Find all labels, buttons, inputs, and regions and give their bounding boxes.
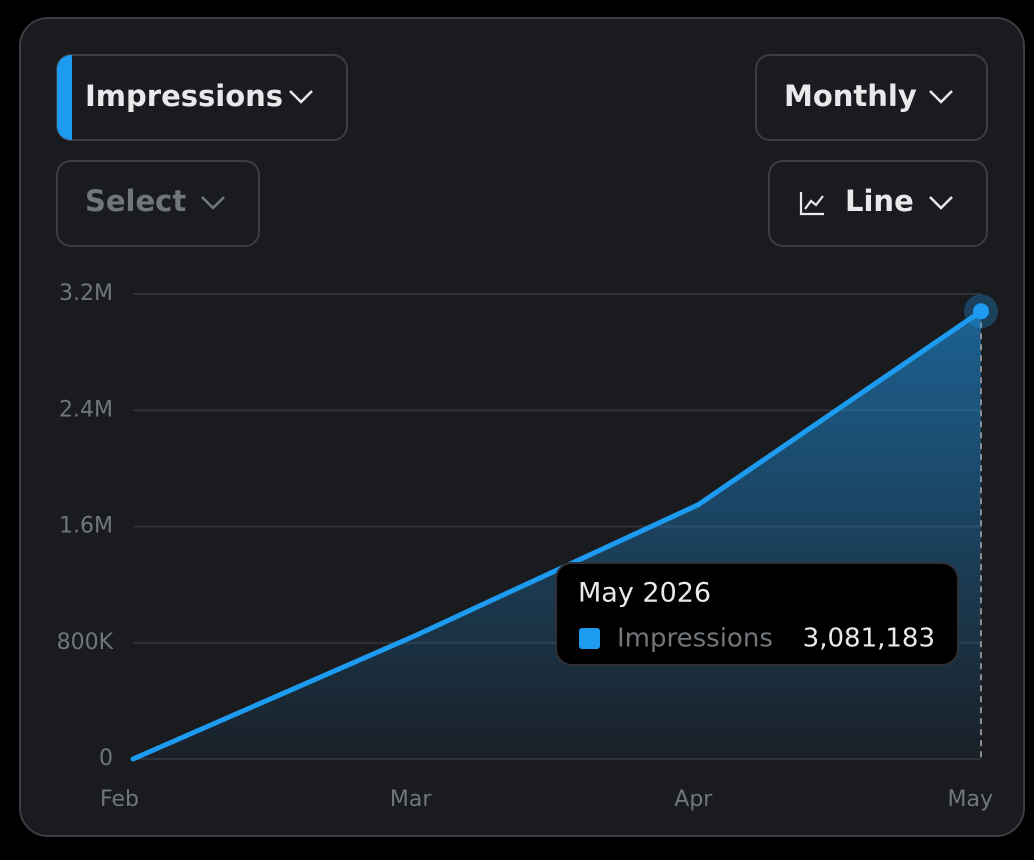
tooltip: May 2026 Impressions 3,081,183: [555, 562, 959, 666]
chart-type-dropdown[interactable]: Line: [768, 160, 988, 247]
dropdown-label: Select: [85, 184, 186, 218]
y-tick-label: 2.4M: [59, 397, 113, 422]
x-tick-label: Apr: [674, 787, 713, 812]
dropdown-box: [56, 160, 260, 247]
dropdown-box: [755, 54, 988, 141]
x-tick-label: Feb: [100, 787, 139, 812]
chevron: [929, 196, 953, 210]
line-chart-icon: [799, 192, 824, 216]
metric-dropdown[interactable]: Impressions: [56, 54, 348, 141]
line: [130, 308, 984, 762]
chevron: [289, 90, 313, 104]
y-tick-label: 0: [99, 746, 113, 771]
chevron: [929, 90, 953, 104]
tooltip-box: [555, 562, 959, 666]
y-tick-label: 800K: [57, 630, 114, 655]
dropdown-label: Line: [845, 184, 914, 218]
tooltip-title: May 2026: [578, 578, 711, 609]
dropdown-label: Monthly: [784, 79, 917, 113]
y-tick-label: 1.6M: [59, 514, 113, 539]
dropdown-box: [768, 160, 988, 247]
tooltip-swatch: [579, 628, 600, 649]
x-tick-label: May: [948, 787, 993, 812]
filter-dropdown[interactable]: Select: [56, 160, 260, 247]
x-tick-label: Mar: [390, 787, 432, 812]
tooltip-value: 3,081,183: [803, 624, 935, 654]
period-dropdown[interactable]: Monthly: [755, 54, 988, 141]
y-tick-label: 3.2M: [59, 281, 113, 306]
chevron: [201, 196, 225, 210]
metric-color-bar: [57, 55, 72, 140]
plot: 0 800K 1.6M 2.4M 3.2M Feb Mar Apr May May 2026 Imp…: [57, 281, 998, 812]
hover-point: [973, 303, 989, 320]
tooltip-series: Impressions: [617, 624, 773, 654]
dropdown-label: Impressions: [85, 79, 283, 113]
